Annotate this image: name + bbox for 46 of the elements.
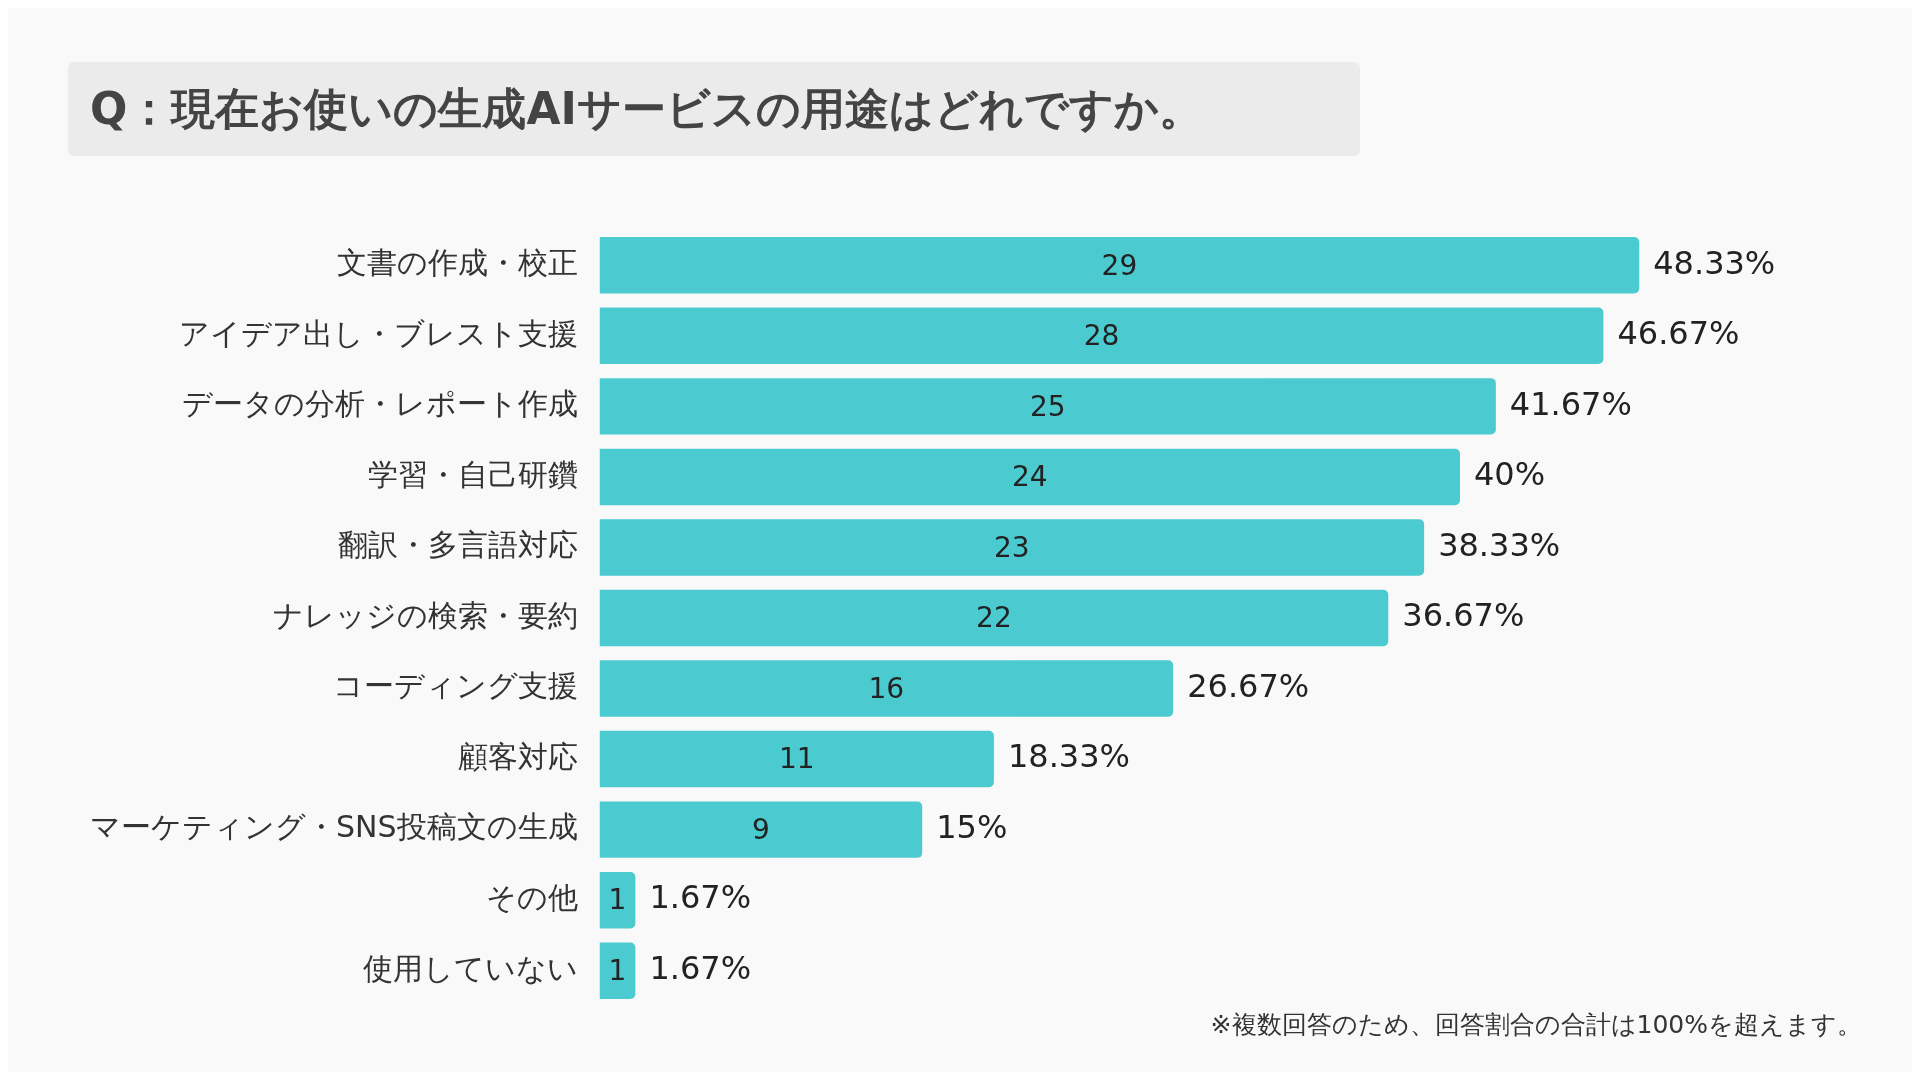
annotation: 18.33% <box>1007 737 1130 776</box>
bar <box>599 237 1640 294</box>
chart-title: Q：現在お使いの生成AIサービスの用途はどれですか。 <box>68 62 1360 156</box>
bar <box>599 589 1389 647</box>
annotation: 40% <box>1473 455 1546 494</box>
annotation: 36.67% <box>1402 596 1525 635</box>
data-label: 1 <box>608 954 627 988</box>
bar <box>599 660 1174 717</box>
data-label: 22 <box>976 601 1012 635</box>
annotation: 26.67% <box>1187 666 1310 705</box>
data-label: 29 <box>1101 248 1138 282</box>
bar <box>599 871 636 929</box>
text: ※複数回答のため、回答割合の合計は100%を超えます。 <box>1210 1009 1862 1041</box>
annotation: 46.67% <box>1617 314 1740 353</box>
y-tick-label: その他 <box>485 879 578 915</box>
bar <box>599 448 1460 506</box>
y-tick-label: アイデア出し・ブレスト支援 <box>178 315 578 351</box>
y-tick-label: マーケティング・SNS投稿文の生成 <box>90 809 578 845</box>
y-tick-label: コーディング支援 <box>332 668 578 704</box>
data-label: 28 <box>1083 319 1120 353</box>
bar <box>599 307 1604 365</box>
y-tick-label: 使用していない <box>362 950 578 986</box>
annotation: 1.67% <box>649 949 752 988</box>
data-label: 9 <box>751 812 770 846</box>
y-tick-label: データの分析・レポート作成 <box>181 386 578 422</box>
data-label: 16 <box>868 671 905 705</box>
bar <box>599 801 923 858</box>
y-tick-label: 学習・自己研鑽 <box>367 456 578 492</box>
data-label: 1 <box>608 883 627 917</box>
bar <box>599 730 994 788</box>
bar <box>599 378 1496 435</box>
y-tick-label: 顧客対応 <box>457 738 578 774</box>
annotation: 1.67% <box>649 878 752 917</box>
data-label: 11 <box>778 742 815 776</box>
bar <box>599 519 1425 576</box>
y-tick-label: ナレッジの検索・要約 <box>272 597 578 633</box>
annotation: 41.67% <box>1509 384 1632 423</box>
bar <box>599 942 636 999</box>
data-label: 24 <box>1011 460 1048 494</box>
data-label: 23 <box>994 530 1030 564</box>
annotation: 38.33% <box>1438 525 1561 564</box>
y-tick-label: 翻訳・多言語対応 <box>337 527 578 563</box>
data-label: 25 <box>1029 389 1066 423</box>
y-tick-label: 文書の作成・校正 <box>336 245 578 281</box>
annotation: 15% <box>936 807 1008 846</box>
annotation: 48.33% <box>1653 243 1776 282</box>
